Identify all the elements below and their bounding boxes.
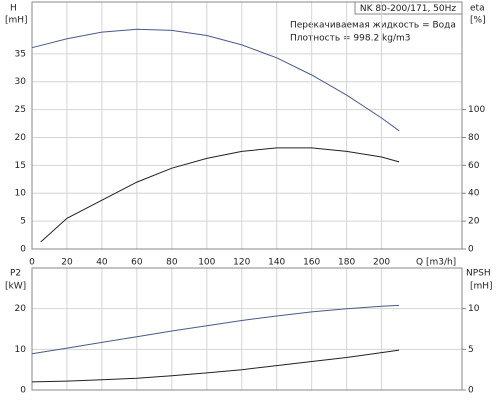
x-axis-label: Q [m3/h] — [416, 258, 456, 268]
y2-tick-label: 0 — [468, 245, 474, 255]
y2-tick-label: 5 — [468, 345, 474, 355]
x-tick-label: 160 — [303, 258, 320, 268]
y2-axis-label: NPSH — [466, 269, 491, 279]
x-tick-label: 80 — [166, 258, 178, 268]
x-tick-label: 20 — [61, 258, 73, 268]
y-tick-label: 0 — [20, 386, 26, 396]
y2-axis-label: eta — [470, 4, 485, 14]
x-tick-label: 0 — [29, 258, 35, 268]
x-tick-label: 140 — [268, 258, 285, 268]
y-tick-label: 25 — [15, 105, 26, 115]
y-axis-label: H — [10, 4, 17, 14]
plot-frame — [31, 1, 463, 250]
y2-tick-label: 10 — [468, 304, 480, 314]
y-tick-label: 10 — [15, 345, 27, 355]
annotation: Плотность = 998.2 kg/m3 — [290, 34, 411, 44]
x-tick-label: 100 — [198, 258, 215, 268]
y-axis-label: P2 — [10, 269, 21, 279]
y2-tick-label: 80 — [468, 133, 480, 143]
x-tick-label: 40 — [96, 258, 108, 268]
plot-frame — [31, 267, 463, 391]
y-axis-unit: [mH] — [5, 16, 28, 26]
curve — [31, 349, 400, 383]
y-tick-label: 35 — [15, 49, 26, 59]
chart-title: NK 80-200/171, 50Hz — [360, 4, 457, 14]
y-tick-label: 0 — [20, 245, 26, 255]
x-tick-label: 180 — [338, 258, 355, 268]
x-tick-label: 200 — [373, 258, 390, 268]
y2-tick-label: 0 — [468, 386, 474, 396]
y-tick-label: 15 — [15, 161, 26, 171]
y2-tick-label: 100 — [468, 105, 485, 115]
y-axis-unit: [kW] — [5, 282, 26, 292]
annotation: Перекачиваемая жидкость = Вода — [290, 21, 456, 31]
y2-tick-label: 20 — [468, 217, 480, 227]
x-tick-label: 120 — [233, 258, 250, 268]
x-tick-label: 60 — [131, 258, 143, 268]
curve — [40, 147, 400, 243]
curve — [31, 28, 400, 132]
y2-tick-label: 60 — [468, 161, 480, 171]
y-tick-label: 20 — [15, 304, 27, 314]
y-tick-label: 5 — [20, 217, 26, 227]
y-tick-label: 10 — [15, 189, 27, 199]
y2-axis-unit: [%] — [470, 16, 486, 26]
y2-tick-label: 40 — [468, 189, 480, 199]
y-tick-label: 30 — [15, 77, 27, 87]
y2-axis-unit: [mH] — [470, 282, 493, 292]
curve — [31, 304, 400, 355]
y-tick-label: 20 — [15, 133, 27, 143]
